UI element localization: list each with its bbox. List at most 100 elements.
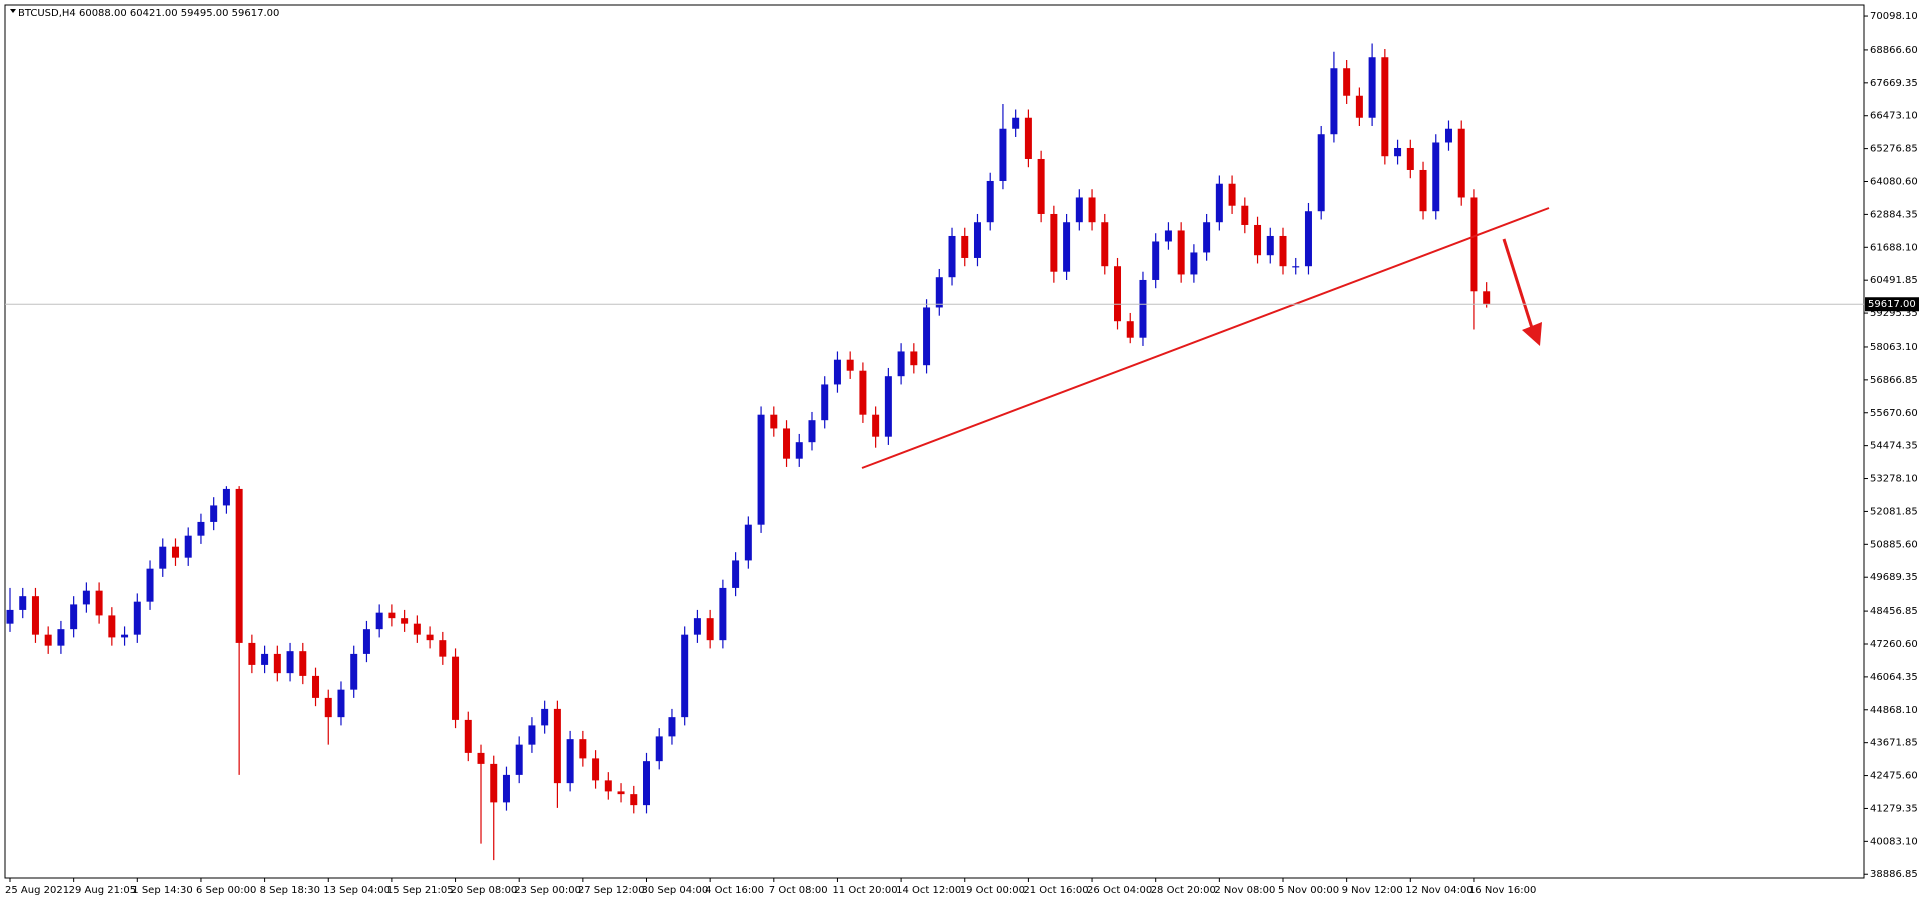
y-tick-label: 50885.60 [1870,539,1918,550]
candle-body [337,689,345,718]
candle-body [1164,230,1172,242]
candle-body [1139,279,1147,338]
candle-body [1394,147,1402,157]
candle-body [1317,134,1325,212]
candle-body [744,524,752,561]
candle-body [19,596,27,610]
x-tick-label: 14 Oct 12:00 [896,885,961,896]
x-tick-label: 26 Oct 04:00 [1087,885,1152,896]
candle-body [1215,183,1223,223]
candle-body [706,618,714,641]
x-tick-label: 15 Sep 21:05 [387,885,454,896]
y-tick-label: 42475.60 [1870,771,1918,782]
x-tick-label: 25 Aug 2021 [5,885,69,896]
arrow-head [1522,322,1542,346]
candle-body [693,618,701,635]
candle-body [31,596,39,635]
y-tick-label: 61688.10 [1870,242,1918,253]
x-tick-label: 19 Oct 00:00 [960,885,1025,896]
x-tick-label: 28 Oct 20:00 [1151,885,1216,896]
candle-body [1470,197,1478,292]
y-tick-label: 67669.35 [1870,78,1918,89]
y-tick-label: 44868.10 [1870,705,1918,716]
candle-body [222,488,230,506]
candle-body [375,612,383,630]
candle-body [553,708,561,784]
candle-body [833,359,841,385]
candle-body [44,634,52,646]
x-tick-label: 5 Nov 00:00 [1278,885,1339,896]
candle-body [1292,266,1300,268]
candle-body [1343,68,1351,96]
x-tick-label: 8 Sep 18:30 [260,885,320,896]
y-tick-label: 53278.10 [1870,474,1918,485]
candle-body [1304,211,1312,267]
x-tick-label: 12 Nov 04:00 [1405,885,1472,896]
y-tick-label: 55670.60 [1870,408,1918,419]
candle-body [770,414,778,429]
x-tick-label: 4 Oct 16:00 [705,885,764,896]
candle-body [477,752,485,764]
candle-body [1088,197,1096,223]
candle-body [121,634,129,638]
candle-body [617,791,625,795]
candle-body [1190,252,1198,275]
candle-body [961,235,969,258]
candle-body [757,414,765,525]
candle-body [923,307,931,366]
x-tick-label: 30 Sep 04:00 [642,885,709,896]
trend-line [861,207,1550,469]
candle-body [528,725,536,745]
y-tick-label: 62884.35 [1870,209,1918,220]
candle-body [999,128,1007,181]
y-tick-label: 41279.35 [1870,803,1918,814]
y-tick-label: 60491.85 [1870,275,1918,286]
candle-body [159,546,167,569]
candle-body [732,560,740,588]
candle-body [6,609,14,624]
y-tick-label: 65276.85 [1870,144,1918,155]
candle-body [299,651,307,676]
candle-body [439,640,447,657]
x-tick-label: 6 Sep 00:00 [196,885,256,896]
candle-body [1114,266,1122,322]
candle-body [1355,95,1363,118]
candle-body [846,359,854,371]
y-tick-label: 59295.35 [1870,308,1918,319]
candle-body [70,604,78,630]
candle-body [1330,68,1338,135]
candle-body [502,774,510,803]
candle-body [452,656,460,720]
candle-body [1203,222,1211,253]
candle-body [388,612,396,619]
candle-body [1075,197,1083,223]
candle-body [1444,128,1452,143]
candle-body [1419,169,1427,212]
candle-body [273,653,281,674]
candle-body [795,442,803,459]
candle-body [1126,321,1134,338]
candle-body [426,634,434,641]
candle-body [668,717,676,737]
x-tick-label: 2 Nov 08:00 [1214,885,1275,896]
candle-body [464,719,472,753]
candle-body [808,420,816,443]
candle-body [1050,213,1058,272]
candle-body [401,618,409,624]
y-tick-label: 68866.60 [1870,45,1918,56]
candle-body [184,535,192,558]
candle-body [859,370,867,415]
candle-body [1279,235,1287,267]
candle-body [1457,128,1465,198]
x-tick-label: 16 Nov 16:00 [1469,885,1536,896]
y-tick-label: 46064.35 [1870,672,1918,683]
candle-body [413,623,421,635]
candle-body [1228,183,1236,206]
x-tick-label: 27 Sep 12:00 [578,885,645,896]
candle-body [719,587,727,641]
candle-body [515,744,523,775]
title-icon [10,9,16,13]
candle-body [1177,230,1185,275]
y-tick-label: 49689.35 [1870,572,1918,583]
candle-body [57,629,65,646]
